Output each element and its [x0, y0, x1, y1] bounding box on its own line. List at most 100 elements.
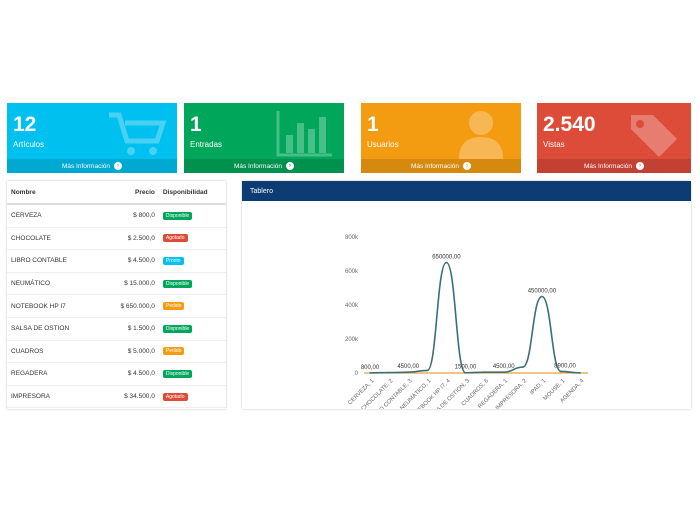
data-point: [464, 371, 467, 374]
bar-chart-icon: [274, 109, 334, 159]
more-info-link[interactable]: Más Información ›: [537, 159, 691, 173]
data-point: [445, 261, 448, 264]
user-icon: [451, 109, 511, 159]
table-row: CUADROS $ 5.000,0 Pedido: [7, 340, 226, 364]
data-label: 650000,00: [432, 255, 461, 261]
x-tick-label: IPAD, 1: [529, 378, 547, 396]
status-badge: Disponible: [162, 324, 193, 333]
stat-value: 12: [13, 113, 37, 136]
header-status: Disponibilidad: [158, 181, 226, 205]
product-price: $ 15.000,0: [105, 272, 159, 296]
cart-icon: [107, 109, 167, 159]
product-price: [105, 407, 159, 409]
data-label: 1500,00: [455, 365, 477, 371]
product-name: CHOCOLATE: [7, 227, 105, 251]
product-name: NEUMÁTICO: [7, 272, 105, 296]
data-point: [522, 366, 524, 368]
product-name: [7, 407, 105, 409]
table-header-row: Nombre Precio Disponibilidad: [7, 181, 226, 205]
table-row: NEUMÁTICO $ 15.000,0 Disponible: [7, 272, 226, 296]
data-point: [541, 295, 543, 298]
table-row: LIBRO CONTABLE $ 4.500,0 Pronto: [7, 249, 226, 273]
stat-box-1: 1 Entradas Más Información ›: [184, 103, 344, 173]
data-point: [560, 370, 562, 373]
table-row: Disponible: [7, 407, 226, 409]
data-point: [426, 369, 429, 372]
series-line: [369, 261, 581, 374]
status-badge: Pedido: [162, 347, 185, 356]
product-price: $ 34.500,0: [105, 385, 159, 409]
status-badge: Pedido: [162, 302, 185, 311]
y-tick-label: 800k: [345, 235, 359, 241]
arrow-circle-right-icon: ›: [114, 162, 123, 170]
data-point: [483, 371, 486, 373]
data-label: 8900,00: [554, 363, 576, 369]
table-row: NOTEBOOK HP I7 $ 650.000,0 Pedido: [7, 294, 226, 318]
more-info-label: Más Información: [233, 162, 283, 170]
data-point: [579, 372, 581, 374]
status-badge: Disponible: [162, 279, 193, 288]
table-row: CERVEZA $ 800,0 Disponible: [7, 204, 226, 228]
stat-box-2: 1 Usuarios Más Información ›: [361, 103, 521, 173]
stat-label: Vistas: [543, 140, 565, 149]
arrow-circle-right-icon: ›: [463, 162, 472, 170]
data-point: [388, 371, 390, 374]
stat-value: 2.540: [543, 113, 596, 136]
table-row: SALSA DE OSTION $ 1.500,0 Disponible: [7, 317, 226, 341]
stat-box-0: 12 Artículos Más Información ›: [7, 103, 177, 173]
products-panel: Nombre Precio Disponibilidad CERVEZA $ 80…: [7, 181, 226, 409]
y-tick-label: 0: [355, 371, 359, 377]
tag-icon: [621, 109, 681, 159]
header-name: Nombre: [7, 181, 105, 205]
status-badge: Disponible: [162, 211, 193, 220]
data-point: [407, 371, 409, 374]
product-price: $ 2.500,0: [105, 227, 159, 251]
more-info-link[interactable]: Más Información ›: [184, 159, 344, 173]
status-badge: Disponible: [162, 369, 193, 378]
product-name: SALSA DE OSTION: [7, 317, 105, 341]
product-price: $ 4.500,0: [105, 362, 159, 386]
sales-chart: 0 200k 400k 600k 800k 800,00 4500,00 650000,00 1…: [345, 235, 588, 409]
data-point: [502, 371, 505, 374]
y-tick-label: 400k: [345, 303, 359, 309]
data-label: 4500,00: [493, 364, 515, 370]
product-price: $ 650.000,0: [105, 294, 159, 318]
panel-title: Tablero: [250, 187, 273, 195]
more-info-label: Más Información: [410, 162, 460, 170]
table-row: IMPRESORA $ 34.500,0 Agotado: [7, 385, 226, 409]
product-price: $ 5.000,0: [105, 340, 159, 364]
more-info-label: Más Información: [583, 162, 633, 170]
header-price: Precio: [105, 181, 159, 205]
arrow-circle-right-icon: ›: [286, 162, 295, 170]
product-name: CERVEZA: [7, 204, 105, 228]
more-info-label: Más Información: [61, 162, 111, 170]
product-name: LIBRO CONTABLE: [7, 249, 105, 273]
status-badge: Agotado: [162, 392, 188, 401]
product-price: $ 1.500,0: [105, 317, 159, 341]
data-label: 4500,00: [397, 364, 419, 370]
stat-box-3: 2.540 Vistas Más Información ›: [537, 103, 691, 173]
products-table: Nombre Precio Disponibilidad CERVEZA $ 80…: [7, 181, 226, 409]
product-name: IMPRESORA: [7, 385, 105, 409]
y-tick-label: 200k: [345, 337, 359, 343]
product-price: $ 800,0: [105, 204, 159, 228]
more-info-link[interactable]: Más Información ›: [361, 159, 521, 173]
stat-value: 1: [367, 113, 379, 136]
stat-label: Usuarios: [367, 140, 399, 149]
product-name: NOTEBOOK HP I7: [7, 294, 105, 318]
status-badge: Agotado: [162, 234, 188, 243]
product-name: REGADERA: [7, 362, 105, 386]
more-info-link[interactable]: Más Información ›: [7, 159, 177, 173]
product-name: CUADROS: [7, 340, 105, 364]
table-row: CHOCOLATE $ 2.500,0 Agotado: [7, 227, 226, 251]
status-badge: Pronto: [162, 256, 184, 265]
data-label: 800,00: [361, 365, 380, 371]
product-price: $ 4.500,0: [105, 249, 159, 273]
stat-value: 1: [190, 113, 202, 136]
y-tick-label: 600k: [345, 269, 359, 275]
panel-header: Tablero: [242, 181, 691, 201]
stat-label: Artículos: [13, 140, 45, 149]
data-label: 450000,00: [528, 289, 557, 295]
table-row: REGADERA $ 4.500,0 Disponible: [7, 362, 226, 386]
stat-label: Entradas: [190, 140, 223, 149]
